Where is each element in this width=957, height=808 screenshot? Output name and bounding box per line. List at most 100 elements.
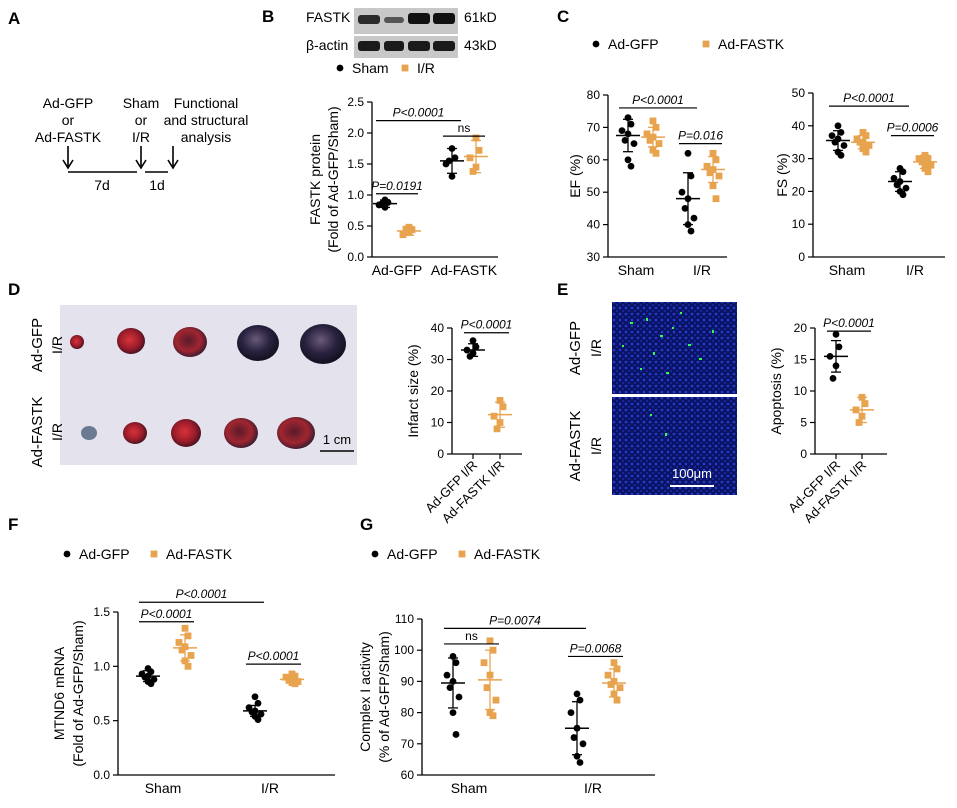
significance-label: P<0.0001 xyxy=(461,318,513,332)
chart-fractional-shortening: 0 10 20 30 40 50 FS (%) Sham I/R P<0.0001 P=0.0006 xyxy=(774,86,945,278)
y-tick-label: 1.0 xyxy=(93,659,110,673)
data-point xyxy=(469,337,477,344)
panel-label-c: C xyxy=(557,7,569,26)
blot-actin-label: β-actin xyxy=(306,37,348,53)
y-tick-label: 0.0 xyxy=(347,250,364,264)
data-group-4 xyxy=(280,670,304,688)
timeline-step2-line3: I/R xyxy=(132,129,150,145)
y-tick-label: 30 xyxy=(431,353,445,367)
data-group-2 xyxy=(850,393,874,426)
timeline-step1-line3: Ad-FASTK xyxy=(35,129,102,145)
data-point xyxy=(455,693,463,701)
significance-label: P<0.0001 xyxy=(632,93,684,107)
y-tick-label: 40 xyxy=(587,218,601,232)
y-tick-label: 110 xyxy=(395,612,414,626)
y-tick-label: 0.5 xyxy=(93,714,110,728)
y-tick-label: 1.5 xyxy=(93,605,110,619)
y-tick-label: 30 xyxy=(792,152,806,166)
legend-marker xyxy=(150,550,158,558)
y-tick-label: 15 xyxy=(794,353,808,367)
y-tick-label: 20 xyxy=(792,184,806,198)
chart-mtnd6-mrna: 0.0 0.5 1.0 1.5 MTND6 mRNA (Fold of Ad-GFP/Sh… xyxy=(51,546,335,796)
y-axis-label: (Fold of Ad-GFP/Sham) xyxy=(325,106,341,252)
data-group-3 xyxy=(243,693,267,723)
data-point xyxy=(607,681,615,688)
x-category-label: Ad-FASTK xyxy=(431,262,498,278)
significance-label: P<0.0001 xyxy=(823,316,875,330)
heart-fastk-1 xyxy=(81,426,97,440)
blot-fastk-label: FASTK xyxy=(306,9,351,25)
data-point xyxy=(475,146,483,154)
heart-fastk-4 xyxy=(224,418,258,448)
data-point xyxy=(621,136,629,144)
photo-row-condition-2: I/R xyxy=(49,423,65,441)
blot-actin-band-3 xyxy=(408,41,430,51)
data-point xyxy=(399,231,407,239)
data-point xyxy=(715,172,723,180)
ttc-heart-photo: 1 cm Ad-GFP Ad-FASTK I/R I/R xyxy=(29,305,357,467)
significance-label: ns xyxy=(458,121,471,135)
data-point xyxy=(655,140,663,147)
data-point xyxy=(703,162,711,170)
data-point xyxy=(496,397,504,404)
legend-label: Ad-GFP xyxy=(608,36,659,52)
significance-label: P=0.0074 xyxy=(489,613,541,627)
timeline-arrow-1 xyxy=(62,146,74,170)
data-point xyxy=(709,182,717,190)
legend-marker xyxy=(401,64,409,72)
significance-label: P<0.0001 xyxy=(141,607,193,621)
data-point xyxy=(652,149,660,157)
y-tick-label: 1.5 xyxy=(347,157,364,171)
data-point xyxy=(184,632,192,640)
data-group-4 xyxy=(913,151,937,176)
y-tick-label: 80 xyxy=(401,706,415,720)
x-category-label: Sham xyxy=(618,262,655,278)
timeline-arrow-3 xyxy=(167,146,179,170)
y-tick-label: 2.5 xyxy=(347,95,364,109)
data-point xyxy=(451,154,459,162)
y-tick-label: 10 xyxy=(431,416,445,430)
y-tick-label: 50 xyxy=(587,185,601,199)
data-group-1 xyxy=(461,337,485,360)
x-category-label: I/R xyxy=(261,780,279,796)
blot-actin-strip xyxy=(354,36,458,58)
data-point xyxy=(684,149,692,157)
y-axis-label: FS (%) xyxy=(774,153,790,197)
data-point xyxy=(627,120,635,128)
y-tick-label: 20 xyxy=(794,321,808,335)
data-point xyxy=(893,181,901,189)
data-group-2 xyxy=(641,117,665,157)
data-point xyxy=(449,709,457,716)
y-tick-label: 40 xyxy=(431,321,445,335)
timeline-step1-line1: Ad-GFP xyxy=(43,95,94,111)
data-point xyxy=(469,168,477,175)
data-point xyxy=(865,142,873,149)
micro-row-condition-2: I/R xyxy=(588,437,604,455)
panel-label-a: A xyxy=(8,9,20,28)
chart-ejection-fraction: 30 40 50 60 70 80 EF (%) Sham I/R P<0.0001 P=0.016… xyxy=(567,36,785,278)
data-group-1 xyxy=(373,196,397,211)
y-tick-label: 0.5 xyxy=(347,219,364,233)
heart-gfp-4 xyxy=(237,325,279,361)
data-point xyxy=(712,156,720,164)
data-point xyxy=(466,154,474,162)
data-group-2 xyxy=(397,223,421,239)
legend-label: Ad-GFP xyxy=(387,546,438,562)
y-tick-label: 40 xyxy=(792,119,806,133)
data-point xyxy=(687,172,695,180)
data-point xyxy=(573,690,581,698)
data-group-1 xyxy=(824,330,848,382)
data-point xyxy=(452,731,460,738)
timeline-step2-line1: Sham xyxy=(123,95,160,111)
data-point xyxy=(576,759,584,766)
photo-row-condition-1: I/R xyxy=(49,336,65,354)
y-tick-label: 5 xyxy=(800,416,807,430)
timeline-step3-line1: Functional xyxy=(174,95,239,111)
y-axis-label: (% of Ad-GFP/Sham) xyxy=(376,631,392,762)
legend-label: I/R xyxy=(417,60,435,76)
data-point xyxy=(570,734,578,741)
x-category-label: Sham xyxy=(829,262,866,278)
